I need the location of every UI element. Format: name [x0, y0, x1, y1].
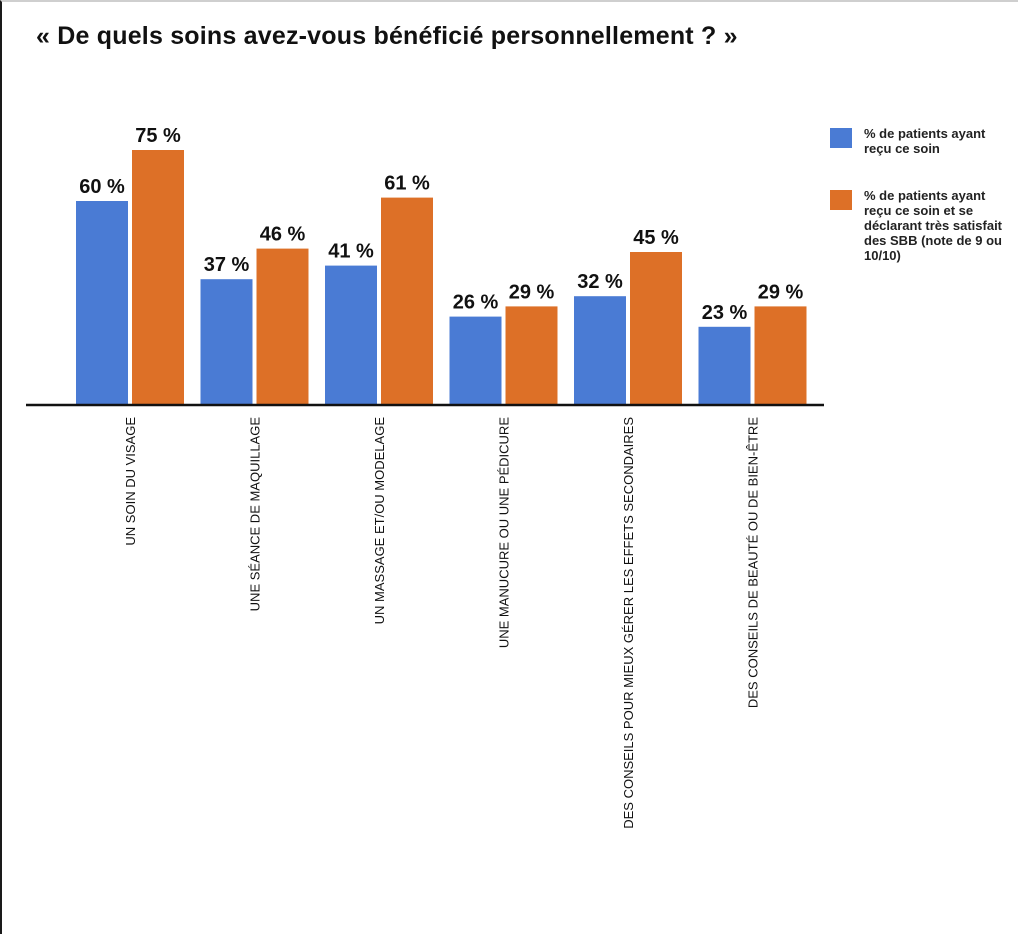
category-labels-group: UN SOIN DU VISAGE UNE SÉANCE DE MAQUILLAG… [123, 417, 761, 829]
chart-title: « De quels soins avez-vous bénéficié per… [36, 22, 738, 50]
bar-series-1-cat-5 [574, 296, 626, 405]
category-label-4: UNE MANUCURE OU UNE PÉDICURE [497, 417, 512, 648]
bar-series-1-cat-6 [698, 326, 751, 405]
bars-group [76, 150, 807, 405]
legend-swatch-orange [830, 190, 852, 210]
category-label-6: DES CONSEILS DE BEAUTÉ OU DE BIEN-ÊTRE [746, 417, 761, 708]
bar-series-2-cat-4 [505, 306, 558, 405]
bar-series-1-cat-3 [325, 265, 377, 405]
legend-swatch-blue [830, 128, 852, 148]
bar-series-2-cat-6 [754, 306, 807, 405]
value-label-series-2-cat-5: 45 % [633, 227, 679, 249]
legend-label-series-1: % de patients ayant reçu ce soin [864, 126, 986, 156]
bar-series-1-cat-4 [449, 316, 502, 405]
value-label-series-2-cat-2: 46 % [260, 224, 306, 246]
value-label-series-2-cat-3: 61 % [384, 173, 430, 195]
bar-series-1-cat-2 [200, 279, 253, 405]
value-label-series-2-cat-4: 29 % [509, 281, 555, 303]
value-label-series-1-cat-5: 32 % [577, 271, 623, 293]
bar-series-2-cat-2 [256, 248, 309, 405]
value-labels-group: 60 % 75 % 37 % 46 % 41 % 61 % 26 % 29 % 32 % 45 %… [79, 125, 803, 324]
category-label-5: DES CONSEILS POUR MIEUX GÉRER LES EFFETS… [621, 417, 636, 829]
value-label-series-1-cat-3: 41 % [328, 241, 374, 263]
value-label-series-2-cat-6: 29 % [758, 281, 804, 303]
value-label-series-1-cat-6: 23 % [702, 302, 748, 324]
value-label-series-1-cat-4: 26 % [453, 292, 499, 314]
legend-label-series-2: % de patients ayant reçu ce soin et se d… [864, 188, 1003, 263]
bar-series-2-cat-1 [132, 150, 184, 405]
category-label-2: UNE SÉANCE DE MAQUILLAGE [248, 417, 263, 612]
bar-series-2-cat-3 [381, 197, 433, 405]
category-label-3: UN MASSAGE ET/OU MODELAGE [372, 417, 387, 625]
bar-series-1-cat-1 [76, 201, 128, 405]
category-label-1: UN SOIN DU VISAGE [123, 417, 138, 546]
value-label-series-2-cat-1: 75 % [135, 125, 181, 147]
bar-series-2-cat-5 [630, 252, 682, 405]
value-label-series-1-cat-1: 60 % [79, 176, 125, 198]
value-label-series-1-cat-2: 37 % [204, 254, 250, 276]
